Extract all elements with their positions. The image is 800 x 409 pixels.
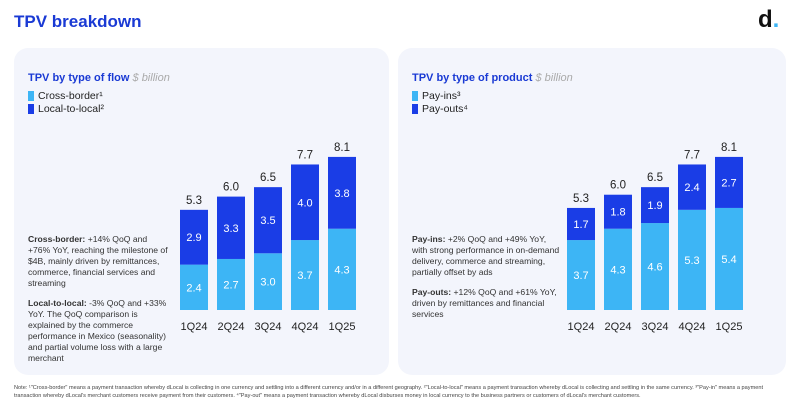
- data-label: 3.3: [223, 223, 238, 235]
- total-label: 6.5: [647, 172, 663, 184]
- bar-segment: [291, 240, 319, 310]
- legend-item: Pay-outs⁴: [412, 103, 468, 115]
- data-label: 3.8: [334, 188, 349, 200]
- bar-segment: [678, 209, 706, 310]
- data-label: 2.9: [186, 232, 201, 244]
- x-tick-label: 1Q24: [181, 321, 208, 333]
- data-label: 4.6: [647, 262, 662, 274]
- data-label: 2.7: [223, 279, 238, 291]
- bar-segment: [567, 207, 595, 241]
- data-label: 2.4: [186, 282, 201, 294]
- dlocal-logo: d.: [758, 6, 780, 33]
- data-label: 3.0: [260, 277, 275, 289]
- x-tick-label: 3Q24: [642, 321, 669, 333]
- chart-flow: 2.4 2.9 5.3 1Q24 2.7 3.3 6.0 2Q24 3.0 3.5 6.5 3Q24 3…: [180, 142, 356, 333]
- page-title: TPV breakdown: [14, 12, 142, 31]
- footnote: Note: ¹"Cross-border" means a payment tr…: [14, 385, 764, 399]
- total-label: 6.0: [610, 180, 626, 192]
- data-label: 5.3: [684, 255, 699, 267]
- data-label: 5.4: [721, 254, 736, 266]
- total-label: 7.7: [297, 149, 313, 161]
- data-label: 4.3: [334, 264, 349, 276]
- data-label: 4.3: [610, 264, 625, 276]
- x-tick-label: 2Q24: [605, 321, 632, 333]
- bar-segment: [641, 223, 669, 310]
- total-label: 6.0: [223, 182, 239, 194]
- legend-item: Local-to-local²: [28, 103, 104, 115]
- total-label: 8.1: [334, 142, 350, 154]
- commentary: Cross-border: +14% QoQ and +76% YoY, rea…: [28, 234, 168, 363]
- bar-segment: [291, 164, 319, 241]
- bar-segment: [678, 164, 706, 210]
- chart-title: TPV by type of product $ billion: [412, 72, 573, 84]
- x-tick-label: 3Q24: [255, 321, 282, 333]
- data-label: 2.7: [721, 177, 736, 189]
- bar-segment: [180, 209, 208, 265]
- bar-segment: [641, 187, 669, 224]
- x-tick-label: 4Q24: [679, 321, 706, 333]
- x-tick-label: 1Q25: [329, 321, 356, 333]
- data-label: 1.8: [610, 207, 625, 219]
- total-label: 5.3: [186, 195, 202, 207]
- data-label: 3.7: [297, 270, 312, 282]
- bar-segment: [254, 253, 282, 310]
- chart-product: 3.7 1.7 5.3 1Q24 4.3 1.8 6.0 2Q24 4.6 1.9 6.5 3Q24 5…: [567, 142, 743, 333]
- bar-segment: [217, 196, 245, 259]
- bar-segment: [217, 258, 245, 310]
- data-label: 1.7: [573, 219, 588, 231]
- legend-item: Cross-border¹: [28, 90, 103, 102]
- bar-segment: [604, 228, 632, 310]
- x-tick-label: 2Q24: [218, 321, 245, 333]
- bar-segment: [254, 187, 282, 254]
- total-label: 8.1: [721, 142, 737, 154]
- data-label: 1.9: [647, 200, 662, 212]
- panel-product: TPV by type of product $ billion Pay-ins…: [398, 48, 786, 375]
- data-label: 3.5: [260, 215, 275, 227]
- total-label: 6.5: [260, 172, 276, 184]
- bar-segment: [604, 194, 632, 229]
- data-label: 2.4: [684, 182, 699, 194]
- x-tick-label: 1Q24: [568, 321, 595, 333]
- x-tick-label: 1Q25: [716, 321, 743, 333]
- bar-segment: [180, 264, 208, 310]
- total-label: 5.3: [573, 193, 589, 205]
- chart-title: TPV by type of flow $ billion: [28, 72, 170, 84]
- legend-item: Pay-ins³: [412, 90, 461, 102]
- total-label: 7.7: [684, 149, 700, 161]
- panel-flow: TPV by type of flow $ billion Cross-bord…: [14, 48, 389, 375]
- x-tick-label: 4Q24: [292, 321, 319, 333]
- bar-segment: [328, 228, 356, 310]
- bar-segment: [715, 156, 743, 208]
- commentary: Pay-ins: +2% QoQ and +49% YoY, with stro…: [412, 234, 560, 319]
- bar-segment: [328, 156, 356, 229]
- bar-segment: [715, 207, 743, 310]
- bar-segment: [567, 240, 595, 310]
- data-label: 4.0: [297, 197, 312, 209]
- data-label: 3.7: [573, 270, 588, 282]
